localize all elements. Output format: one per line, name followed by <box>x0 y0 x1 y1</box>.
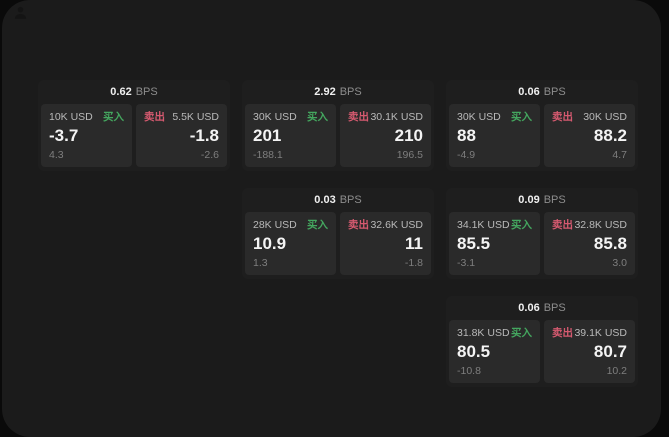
sell-price: 85.8 <box>593 234 627 253</box>
quote-panels: 34.1K USD 买入 85.5 -3.1 卖出 32.8K USD 85.8… <box>446 212 638 279</box>
sell-size: 32.8K USD <box>574 219 627 231</box>
bps-unit-label: BPS <box>339 86 362 98</box>
quote-panels: 28K USD 买入 10.9 1.3 卖出 32.6K USD 11 -1.8 <box>242 212 434 279</box>
sell-price: -1.8 <box>189 126 219 145</box>
buy-tag: 买入 <box>511 327 532 339</box>
quote-card: 0.03 BPS 28K USD 买入 10.9 1.3 卖出 32.6K US… <box>242 188 434 279</box>
sell-delta: -2.6 <box>200 149 219 161</box>
bps-header: 0.06 BPS <box>446 80 638 104</box>
bps-value: 0.62 <box>110 86 132 98</box>
sell-delta: 4.7 <box>612 149 627 161</box>
sell-panel[interactable]: 卖出 32.8K USD 85.8 3.0 <box>544 212 635 275</box>
sell-panel[interactable]: 卖出 30K USD 88.2 4.7 <box>544 104 635 167</box>
bps-value: 0.06 <box>518 302 540 314</box>
sell-size: 30K USD <box>583 111 627 123</box>
buy-size: 30K USD <box>253 111 297 123</box>
buy-tag: 买入 <box>307 111 328 123</box>
buy-delta: 1.3 <box>253 257 268 269</box>
sell-tag: 卖出 <box>348 219 369 231</box>
sell-panel[interactable]: 卖出 5.5K USD -1.8 -2.6 <box>136 104 227 167</box>
sell-tag: 卖出 <box>348 111 369 123</box>
sell-size: 39.1K USD <box>574 327 627 339</box>
buy-price: 85.5 <box>457 234 491 253</box>
bps-header: 0.03 BPS <box>242 188 434 212</box>
buy-delta: -188.1 <box>253 149 283 161</box>
sell-delta: -1.8 <box>404 257 423 269</box>
person-icon <box>14 6 27 19</box>
quote-panels: 10K USD 买入 -3.7 4.3 卖出 5.5K USD -1.8 -2.… <box>38 104 230 171</box>
sell-delta: 3.0 <box>612 257 627 269</box>
buy-price: 88 <box>457 126 476 145</box>
sell-delta: 10.2 <box>606 365 627 377</box>
buy-tag: 买入 <box>307 219 328 231</box>
buy-size: 28K USD <box>253 219 297 231</box>
buy-tag: 买入 <box>511 111 532 123</box>
buy-price: 80.5 <box>457 342 491 361</box>
sell-size: 30.1K USD <box>370 111 423 123</box>
quote-panels: 30K USD 买入 88 -4.9 卖出 30K USD 88.2 4.7 <box>446 104 638 171</box>
buy-price: -3.7 <box>49 126 79 145</box>
bps-value: 0.09 <box>518 194 540 206</box>
buy-tag: 买入 <box>103 111 124 123</box>
buy-price: 10.9 <box>253 234 287 253</box>
bps-unit-label: BPS <box>543 194 566 206</box>
bps-unit-label: BPS <box>135 86 158 98</box>
buy-size: 10K USD <box>49 111 93 123</box>
buy-panel[interactable]: 30K USD 买入 88 -4.9 <box>449 104 540 167</box>
bps-header: 0.62 BPS <box>38 80 230 104</box>
quote-card: 0.06 BPS 30K USD 买入 88 -4.9 卖出 30K USD 8… <box>446 80 638 171</box>
sell-panel[interactable]: 卖出 32.6K USD 11 -1.8 <box>340 212 431 275</box>
sell-tag: 卖出 <box>144 111 165 123</box>
buy-panel[interactable]: 28K USD 买入 10.9 1.3 <box>245 212 336 275</box>
buy-delta: -3.1 <box>457 257 476 269</box>
buy-panel[interactable]: 30K USD 买入 201 -188.1 <box>245 104 336 167</box>
buy-panel[interactable]: 31.8K USD 买入 80.5 -10.8 <box>449 320 540 383</box>
sell-price: 88.2 <box>593 126 627 145</box>
buy-tag: 买入 <box>511 219 532 231</box>
buy-delta: -4.9 <box>457 149 476 161</box>
sell-tag: 卖出 <box>552 219 573 231</box>
sell-delta: 196.5 <box>396 149 423 161</box>
quote-card: 0.09 BPS 34.1K USD 买入 85.5 -3.1 卖出 32.8K… <box>446 188 638 279</box>
sell-price: 210 <box>394 126 423 145</box>
bps-header: 0.09 BPS <box>446 188 638 212</box>
bps-value: 2.92 <box>314 86 336 98</box>
sell-panel[interactable]: 卖出 39.1K USD 80.7 10.2 <box>544 320 635 383</box>
buy-delta: -10.8 <box>457 365 481 377</box>
sell-panel[interactable]: 卖出 30.1K USD 210 196.5 <box>340 104 431 167</box>
sell-price: 80.7 <box>593 342 627 361</box>
bps-unit-label: BPS <box>543 302 566 314</box>
quote-card: 0.06 BPS 31.8K USD 买入 80.5 -10.8 卖出 39.1… <box>446 296 638 387</box>
buy-panel[interactable]: 10K USD 买入 -3.7 4.3 <box>41 104 132 167</box>
buy-panel[interactable]: 34.1K USD 买入 85.5 -3.1 <box>449 212 540 275</box>
bps-value: 0.03 <box>314 194 336 206</box>
quote-panels: 31.8K USD 买入 80.5 -10.8 卖出 39.1K USD 80.… <box>446 320 638 387</box>
sell-tag: 卖出 <box>552 111 573 123</box>
buy-size: 30K USD <box>457 111 501 123</box>
sell-size: 32.6K USD <box>370 219 423 231</box>
sell-price: 11 <box>405 234 423 253</box>
quote-panels: 30K USD 买入 201 -188.1 卖出 30.1K USD 210 1… <box>242 104 434 171</box>
buy-size: 31.8K USD <box>457 327 510 339</box>
quote-card: 0.62 BPS 10K USD 买入 -3.7 4.3 卖出 5.5K USD… <box>38 80 230 171</box>
buy-delta: 4.3 <box>49 149 64 161</box>
bps-header: 2.92 BPS <box>242 80 434 104</box>
bps-unit-label: BPS <box>339 194 362 206</box>
bps-header: 0.06 BPS <box>446 296 638 320</box>
bps-unit-label: BPS <box>543 86 566 98</box>
sell-tag: 卖出 <box>552 327 573 339</box>
buy-size: 34.1K USD <box>457 219 510 231</box>
buy-price: 201 <box>253 126 282 145</box>
quote-card: 2.92 BPS 30K USD 买入 201 -188.1 卖出 30.1K … <box>242 80 434 171</box>
bps-value: 0.06 <box>518 86 540 98</box>
sell-size: 5.5K USD <box>172 111 219 123</box>
